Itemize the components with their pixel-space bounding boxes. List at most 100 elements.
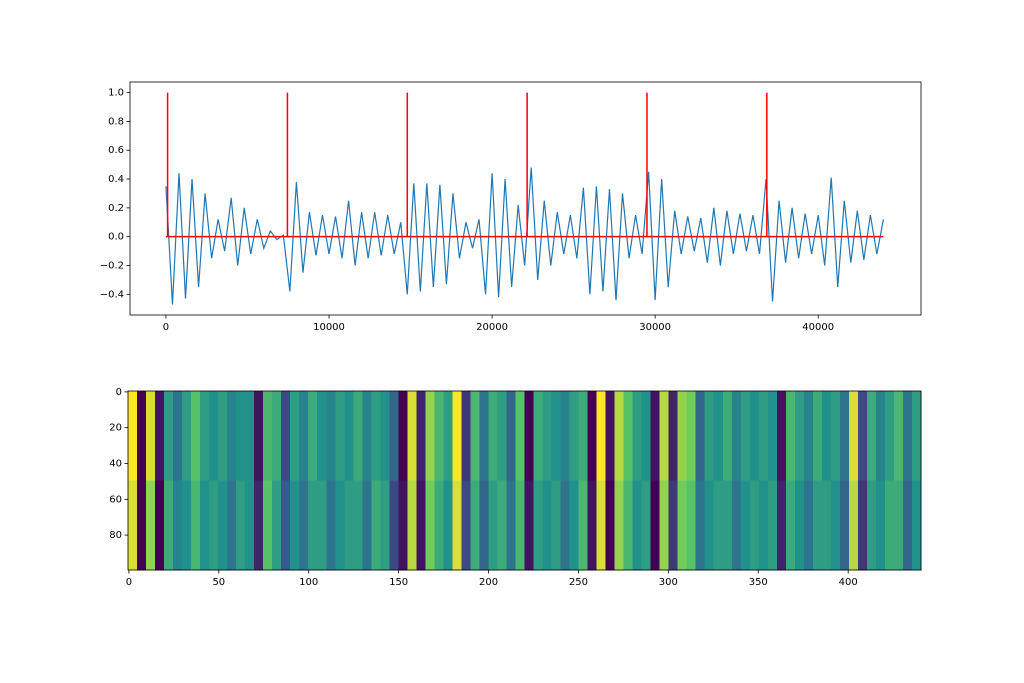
heatmap-cell (677, 391, 688, 481)
heatmap-cell (866, 480, 877, 571)
heatmap-cell (335, 391, 345, 481)
heatmap-cell (434, 480, 444, 571)
heatmap-cell (470, 391, 480, 481)
heatmap-cell (299, 391, 309, 481)
heatmap-cell (290, 480, 300, 571)
heatmap-cell (524, 391, 534, 481)
heatmap-cell (335, 480, 345, 571)
heatmap-cell (191, 391, 201, 481)
heatmap-cell (551, 480, 561, 571)
heatmap-cell (542, 391, 552, 481)
heatmap-cell (488, 480, 498, 571)
heatmap-cell (533, 480, 543, 571)
heatmap-cell (695, 391, 706, 481)
heatmap-cell (758, 480, 769, 571)
y-tick-label: 60 (109, 494, 122, 505)
x-tick-label: 300 (659, 577, 678, 588)
heatmap-cell (254, 480, 264, 571)
heatmap-cell (137, 480, 147, 571)
heatmap-cell (641, 480, 651, 571)
heatmap-cell (389, 480, 399, 571)
heatmap-cell (173, 391, 183, 481)
heatmap-cell (308, 480, 318, 571)
heatmap-cell (326, 391, 336, 481)
heatmap-cell (515, 480, 525, 571)
x-tick-label: 30000 (639, 322, 671, 333)
heatmap-cell (461, 391, 471, 481)
heatmap-cell (425, 480, 435, 571)
heatmap-cell (821, 391, 832, 481)
heatmap-cell (704, 391, 715, 481)
heatmap-cell (371, 480, 381, 571)
heatmap-cell (344, 480, 354, 571)
heatmap-cell (452, 480, 462, 571)
heatmap-cell (164, 391, 174, 481)
heatmap-cell (353, 480, 363, 571)
heatmap-cell (641, 391, 651, 481)
heatmap-cell (758, 391, 769, 481)
y-tick-label: −0.4 (100, 289, 124, 300)
y-tick-label: 0.4 (108, 174, 124, 185)
y-tick-label: 0.6 (108, 145, 124, 156)
heatmap-cell (317, 480, 327, 571)
heatmap-cell (407, 391, 417, 481)
heatmap-cell (209, 480, 219, 571)
heatmap-cell (893, 480, 904, 571)
heatmap-cell (686, 391, 697, 481)
heatmap-cell (380, 391, 390, 481)
x-tick-label: 250 (569, 577, 588, 588)
heatmap-cell (740, 480, 751, 571)
heatmap-cell (668, 391, 678, 481)
heatmap-cell (389, 391, 399, 481)
heatmap-cell (587, 391, 597, 481)
heatmap-cell (245, 480, 255, 571)
heatmap-cell (803, 391, 814, 481)
heatmap-cell (659, 391, 669, 481)
y-tick-label: 1.0 (108, 88, 124, 99)
heatmap-cell (542, 480, 552, 571)
heatmap-cell (902, 480, 913, 571)
heatmap-cell (596, 480, 606, 571)
x-tick-label: 10000 (313, 322, 345, 333)
heatmap-cell (272, 480, 282, 571)
heatmap-cell (587, 480, 597, 571)
heatmap-cell (560, 480, 570, 571)
heatmap-cell (155, 480, 165, 571)
heatmap-cell (623, 480, 633, 571)
heatmap-cell (695, 480, 706, 571)
heatmap-cell (398, 391, 408, 481)
heatmap-cell (308, 391, 318, 481)
heatmap-cell (362, 480, 372, 571)
heatmap-cell (272, 391, 282, 481)
heatmap-cell (605, 391, 615, 481)
x-tick-label: 0 (163, 322, 169, 333)
heatmap-cell (362, 391, 372, 481)
heatmap-cell (785, 480, 796, 571)
heatmap-cell (578, 391, 588, 481)
heatmap-cell (731, 480, 742, 571)
heatmap-cell (281, 391, 291, 481)
heatmap-cell (605, 480, 615, 571)
heatmap-cell (821, 480, 832, 571)
heatmap-cell (830, 480, 841, 571)
heatmap-cell (200, 391, 210, 481)
heatmap-cell (551, 391, 561, 481)
heatmap-cell (785, 391, 796, 481)
heatmap-cell (911, 391, 922, 481)
y-tick-label: 0 (116, 387, 122, 398)
x-tick-label: 50 (212, 577, 225, 588)
heatmap-cell (200, 480, 210, 571)
heatmap-cell (713, 391, 724, 481)
heatmap-cell (830, 391, 841, 481)
heatmap-cell (848, 391, 859, 481)
heatmap-cell (650, 391, 660, 481)
heatmap-cell (650, 480, 660, 571)
heatmap-cell (164, 480, 174, 571)
heatmap-cell (416, 391, 426, 481)
heatmap-cell (173, 480, 183, 571)
heatmap-cell (893, 391, 904, 481)
heatmap-cell (596, 391, 606, 481)
heatmap-cell (416, 480, 426, 571)
heatmap-cell (884, 480, 895, 571)
heatmap-cell (155, 391, 165, 481)
